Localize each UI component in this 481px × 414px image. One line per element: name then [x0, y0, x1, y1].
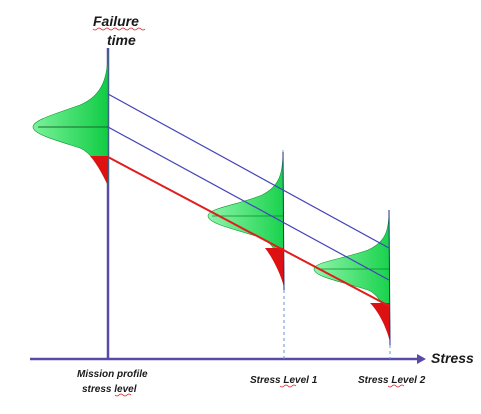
stress-level-2-axis: [388, 209, 391, 346]
x-axis-label: Stress: [431, 350, 474, 366]
x-axis-arrowhead: [417, 354, 426, 364]
distribution-level-2-tail: [370, 303, 390, 342]
y-axis-label-underline: [92, 27, 146, 31]
y-axis-label-line2: time: [107, 32, 136, 48]
distribution-mission-tail: [90, 156, 108, 185]
middle-life-line: [107, 126, 390, 281]
distribution-stress-level-1: [207, 149, 285, 288]
mission-profile-label-line2: stress level: [82, 384, 137, 395]
upper-life-line: [107, 93, 390, 249]
stress-level-2-underline: [387, 384, 405, 388]
stress-level-1-axis: [282, 151, 285, 291]
distribution-stress-level-2: [313, 209, 391, 343]
y-axis-label-line1: Failure: [93, 13, 139, 29]
stress-level-2-label: Stress Level 2: [358, 375, 426, 386]
stress-level-1-underline: [279, 384, 297, 388]
stress-level-1-label: Stress Level 1: [250, 375, 318, 386]
mission-profile-label-line1: Mission profile: [77, 369, 148, 380]
distribution-level-1-tail: [265, 248, 284, 287]
mission-profile-underline: [114, 393, 132, 397]
failure-life-line: [107, 156, 390, 307]
